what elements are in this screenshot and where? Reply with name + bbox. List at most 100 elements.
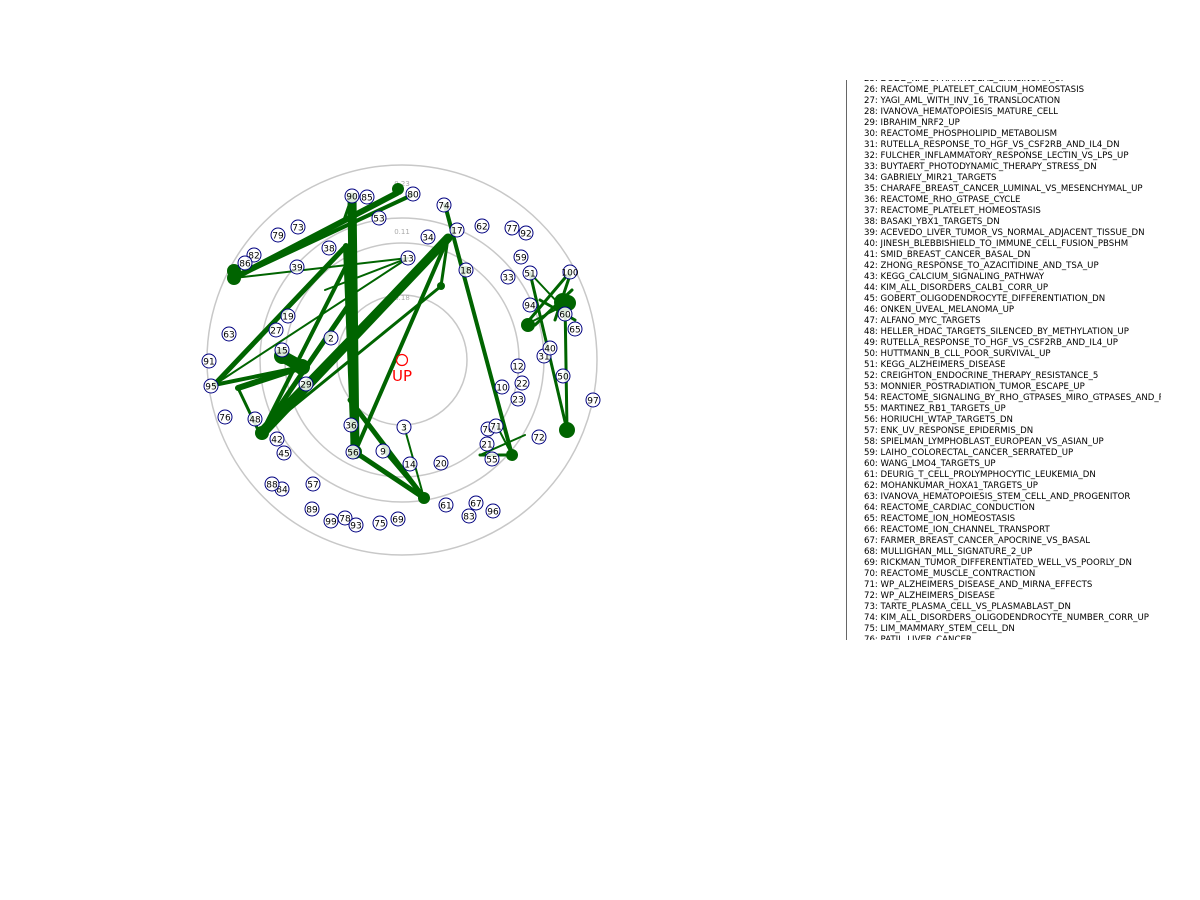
node-33[interactable]: 33 xyxy=(500,269,516,285)
legend-item: 26: REACTOME_PLATELET_CALCIUM_HOMEOSTASI… xyxy=(864,85,1085,95)
node-80[interactable]: 80 xyxy=(405,186,421,202)
legend-item: 34: GABRIELY_MIR21_TARGETS xyxy=(864,173,997,183)
edge-endpoint xyxy=(227,264,241,278)
node-21[interactable]: 21 xyxy=(479,436,495,452)
node-marker xyxy=(268,322,284,338)
node-18[interactable]: 18 xyxy=(458,262,474,278)
node-10[interactable]: 10 xyxy=(494,379,510,395)
node-96[interactable]: 96 xyxy=(485,503,501,519)
node-3[interactable]: 3 xyxy=(396,419,412,435)
node-17[interactable]: 17 xyxy=(449,222,465,238)
node-51[interactable]: 51 xyxy=(522,265,538,281)
node-23[interactable]: 23 xyxy=(510,391,526,407)
node-marker xyxy=(390,511,406,527)
node-38[interactable]: 38 xyxy=(321,240,337,256)
node-62[interactable]: 62 xyxy=(474,218,490,234)
legend-item: 35: CHARAFE_BREAST_CANCER_LUMINAL_VS_MES… xyxy=(864,184,1143,194)
node-20[interactable]: 20 xyxy=(433,455,449,471)
node-90[interactable]: 90 xyxy=(344,188,360,204)
legend-item: 28: IVANOVA_HEMATOPOIESIS_MATURE_CELL xyxy=(864,107,1058,117)
node-label: 45 xyxy=(278,450,289,460)
node-76[interactable]: 76 xyxy=(217,409,233,425)
node-71[interactable]: 71 xyxy=(488,418,504,434)
node-42[interactable]: 42 xyxy=(269,431,285,447)
node-34[interactable]: 34 xyxy=(420,229,436,245)
node-12[interactable]: 12 xyxy=(510,358,526,374)
ring-label-inner: 0.18 xyxy=(394,294,410,302)
node-marker xyxy=(372,515,388,531)
node-78[interactable]: 78 xyxy=(337,510,353,526)
legend-item: 52: CREIGHTON_ENDOCRINE_THERAPY_RESISTAN… xyxy=(864,371,1099,381)
node-marker xyxy=(513,249,529,265)
node-75[interactable]: 75 xyxy=(372,515,388,531)
node-93[interactable]: 93 xyxy=(348,517,364,533)
node-53[interactable]: 53 xyxy=(371,210,387,226)
node-97[interactable]: 97 xyxy=(585,392,601,408)
node-label: 34 xyxy=(422,234,434,244)
node-63[interactable]: 63 xyxy=(221,326,237,342)
node-91[interactable]: 91 xyxy=(201,353,217,369)
node-86[interactable]: 86 xyxy=(237,255,253,271)
node-36[interactable]: 36 xyxy=(343,417,359,433)
node-14[interactable]: 14 xyxy=(402,456,418,472)
node-69[interactable]: 69 xyxy=(390,511,406,527)
node-60[interactable]: 60 xyxy=(557,306,573,322)
node-55[interactable]: 55 xyxy=(484,451,500,467)
node-marker xyxy=(321,240,337,256)
node-50[interactable]: 50 xyxy=(555,368,571,384)
node-85[interactable]: 85 xyxy=(359,189,375,205)
node-marker xyxy=(433,455,449,471)
node-13[interactable]: 13 xyxy=(400,250,416,266)
node-39[interactable]: 39 xyxy=(289,259,305,275)
node-100[interactable]: 100 xyxy=(561,264,579,280)
node-72[interactable]: 72 xyxy=(531,429,547,445)
node-2[interactable]: 2 xyxy=(323,330,339,346)
edge xyxy=(352,449,427,501)
legend-item: 76: PATIL_LIVER_CANCER xyxy=(864,635,972,640)
node-marker xyxy=(348,517,364,533)
legend-item: 37: REACTOME_PLATELET_HOMEOSTASIS xyxy=(864,206,1041,216)
node-67[interactable]: 67 xyxy=(468,495,484,511)
node-73[interactable]: 73 xyxy=(290,219,306,235)
node-40[interactable]: 40 xyxy=(542,340,558,356)
node-label: 84 xyxy=(276,486,288,496)
legend-item: 42: ZHONG_RESPONSE_TO_AZACITIDINE_AND_TS… xyxy=(864,261,1099,271)
node-59[interactable]: 59 xyxy=(513,249,529,265)
legend-item: 53: MONNIER_POSTRADIATION_TUMOR_ESCAPE_U… xyxy=(864,382,1085,392)
legend-item: 65: REACTOME_ION_HOMEOSTASIS xyxy=(864,514,1016,524)
node-22[interactable]: 22 xyxy=(514,375,530,391)
node-56[interactable]: 56 xyxy=(345,444,361,460)
node-marker xyxy=(461,508,477,524)
node-29[interactable]: 29 xyxy=(298,376,314,392)
center-marker xyxy=(395,353,409,367)
node-27[interactable]: 27 xyxy=(268,322,284,338)
node-label: 36 xyxy=(345,422,357,432)
node-marker xyxy=(402,456,418,472)
legend-item: 51: KEGG_ALZHEIMERS_DISEASE xyxy=(864,360,1006,370)
node-83[interactable]: 83 xyxy=(461,508,477,524)
node-marker xyxy=(345,444,361,460)
node-65[interactable]: 65 xyxy=(567,321,583,337)
node-label: 78 xyxy=(339,515,351,525)
node-marker xyxy=(344,188,360,204)
node-48[interactable]: 48 xyxy=(247,411,263,427)
node-15[interactable]: 15 xyxy=(274,342,290,358)
node-19[interactable]: 19 xyxy=(280,308,296,324)
node-77[interactable]: 77 xyxy=(504,220,520,236)
node-57[interactable]: 57 xyxy=(305,476,321,492)
node-marker xyxy=(474,218,490,234)
node-95[interactable]: 95 xyxy=(203,378,219,394)
node-9[interactable]: 9 xyxy=(375,443,391,459)
node-89[interactable]: 89 xyxy=(304,501,320,517)
node-74[interactable]: 74 xyxy=(436,197,452,213)
node-45[interactable]: 45 xyxy=(276,445,292,461)
node-92[interactable]: 92 xyxy=(518,225,534,241)
node-61[interactable]: 61 xyxy=(438,497,454,513)
edge xyxy=(324,257,409,291)
node-94[interactable]: 94 xyxy=(522,297,538,313)
node-99[interactable]: 99 xyxy=(323,513,339,529)
node-marker xyxy=(269,431,285,447)
node-79[interactable]: 79 xyxy=(270,227,286,243)
node-88[interactable]: 88 xyxy=(264,476,280,492)
node-label: 59 xyxy=(515,254,527,264)
